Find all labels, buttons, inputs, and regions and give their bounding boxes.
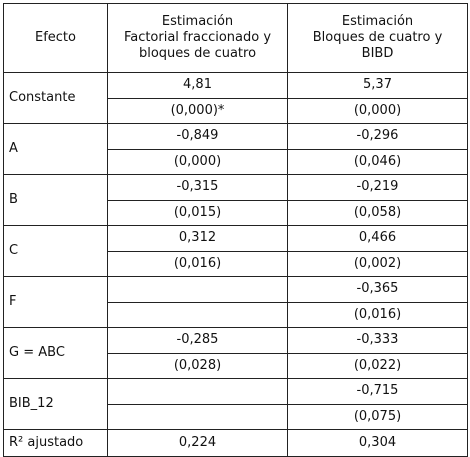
results-table: Efecto Estimación Factorial fraccionado …: [3, 3, 468, 457]
table-row: (0,000) (0,046): [4, 148, 468, 175]
estimate-cell: 4,81: [107, 72, 288, 99]
pvalue-cell: (0,058): [287, 199, 468, 226]
pvalue-cell: [107, 403, 288, 430]
header-line: Bloques de cuatro y: [312, 30, 443, 45]
pvalue-cell: (0,002): [287, 250, 468, 277]
table-row: C 0,312 0,466: [3, 225, 468, 277]
estimate-cell: -0,219: [287, 174, 468, 201]
header-row: Efecto Estimación Factorial fraccionado …: [3, 3, 468, 73]
header-line: Factorial fraccionado y: [123, 30, 272, 45]
r2-value-factorial: 0,224: [107, 429, 288, 457]
estimate-cell: 5,37: [287, 72, 468, 99]
effect-cell: Constante: [3, 72, 108, 124]
pvalue-cell: (0,046): [287, 148, 468, 175]
estimate-cell: -0,315: [107, 174, 288, 201]
estimate-cell: -0,333: [287, 327, 468, 354]
estimate-cell: -0,849: [107, 123, 288, 150]
estimate-cell: -0,715: [287, 378, 468, 405]
header-line: bloques de cuatro: [138, 46, 257, 61]
r2-label: R² ajustado: [3, 429, 108, 457]
table-row: (0,016) (0,002): [4, 250, 468, 277]
r2-row: R² ajustado 0,224 0,304: [3, 429, 468, 457]
header-line: Estimación: [341, 14, 414, 29]
effect-cell: B: [3, 174, 108, 226]
table-row: G = ABC -0,285 -0,333: [3, 327, 468, 379]
pvalue-cell: (0,000): [287, 97, 468, 124]
table-row: BIB_12 -0,715: [3, 378, 468, 430]
estimate-cell: [107, 378, 288, 405]
pvalue-cell: (0,000)*: [107, 97, 288, 124]
table-row: (0,000)* (0,000): [4, 97, 468, 124]
pvalue-cell: (0,028): [107, 352, 288, 379]
header-line: Estimación: [161, 14, 234, 29]
table-row: Constante 4,81 5,37: [3, 72, 468, 124]
table-row: F -0,365: [3, 276, 468, 328]
estimate-cell: -0,365: [287, 276, 468, 303]
effect-cell: BIB_12: [3, 378, 108, 430]
header-efecto: Efecto: [3, 3, 108, 73]
effect-cell: C: [3, 225, 108, 277]
header-efecto-label: Efecto: [35, 30, 76, 45]
results-table-container: Efecto Estimación Factorial fraccionado …: [3, 3, 468, 457]
pvalue-cell: (0,075): [287, 403, 468, 430]
pvalue-cell: (0,016): [287, 301, 468, 328]
table-row: A -0,849 -0,296: [3, 123, 468, 175]
estimate-cell: -0,285: [107, 327, 288, 354]
table-row: (0,015) (0,058): [4, 199, 468, 226]
table-row: (0,075): [4, 403, 468, 430]
pvalue-cell: (0,022): [287, 352, 468, 379]
table-row: B -0,315 -0,219: [3, 174, 468, 226]
pvalue-cell: (0,015): [107, 199, 288, 226]
pvalue-cell: [107, 301, 288, 328]
estimate-cell: 0,466: [287, 225, 468, 252]
pvalue-cell: (0,016): [107, 250, 288, 277]
estimate-cell: [107, 276, 288, 303]
header-estimacion-factorial: Estimación Factorial fraccionado y bloqu…: [107, 3, 288, 73]
table-row: (0,028) (0,022): [4, 352, 468, 379]
r2-value-bibd: 0,304: [287, 429, 468, 457]
header-line: BIBD: [361, 46, 394, 61]
estimate-cell: -0,296: [287, 123, 468, 150]
header-estimacion-bibd: Estimación Bloques de cuatro y BIBD: [287, 3, 468, 73]
effect-cell: F: [3, 276, 108, 328]
table-row: (0,016): [4, 301, 468, 328]
effect-cell: G = ABC: [3, 327, 108, 379]
effect-cell: A: [3, 123, 108, 175]
estimate-cell: 0,312: [107, 225, 288, 252]
pvalue-cell: (0,000): [107, 148, 288, 175]
